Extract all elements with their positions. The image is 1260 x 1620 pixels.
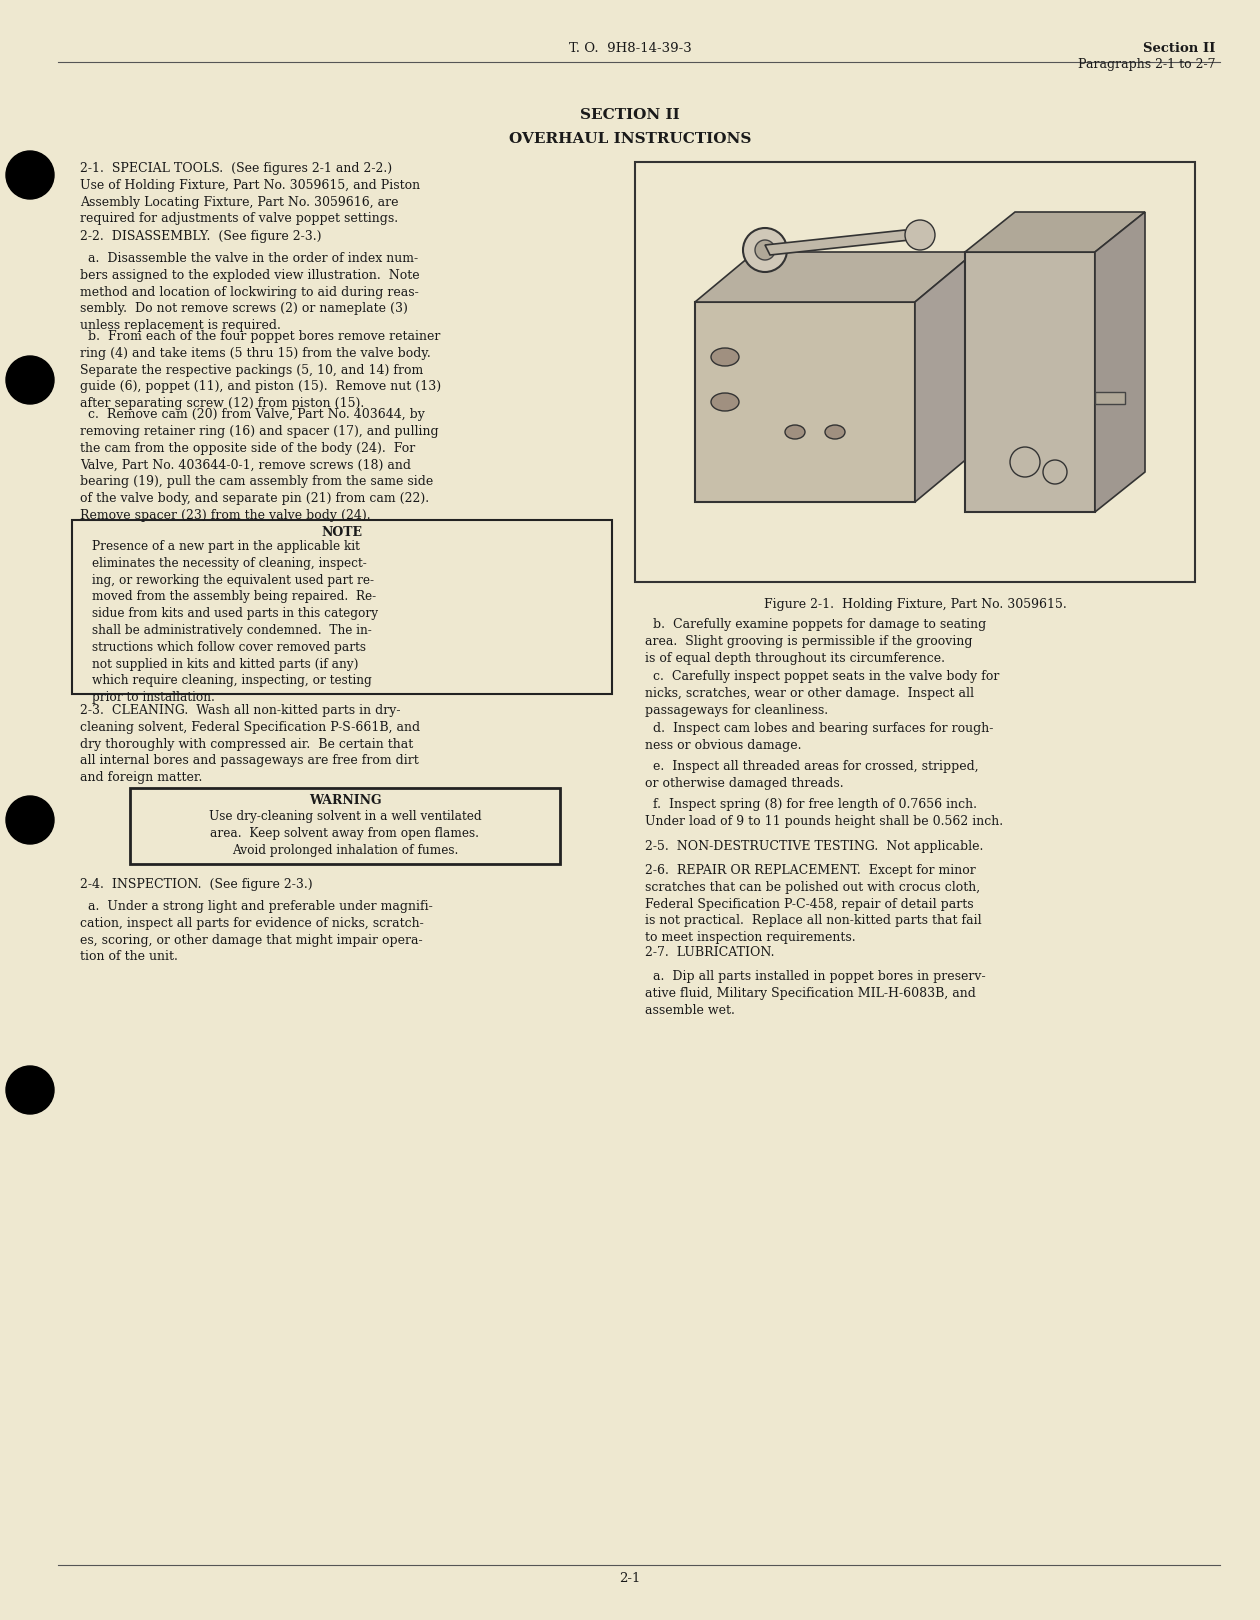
Text: a.  Dip all parts installed in poppet bores in preserv-
ative fluid, Military Sp: a. Dip all parts installed in poppet bor… <box>645 970 985 1017</box>
Bar <box>965 253 1095 512</box>
Text: a.  Disassemble the valve in the order of index num-
bers assigned to the explod: a. Disassemble the valve in the order of… <box>79 253 420 332</box>
Text: Use dry-cleaning solvent in a well ventilated
area.  Keep solvent away from open: Use dry-cleaning solvent in a well venti… <box>209 810 481 857</box>
Circle shape <box>6 795 54 844</box>
Circle shape <box>6 1066 54 1115</box>
Polygon shape <box>1095 212 1145 512</box>
Text: 2-2.  DISASSEMBLY.  (See figure 2-3.): 2-2. DISASSEMBLY. (See figure 2-3.) <box>79 230 321 243</box>
Text: 2-3.  CLEANING.  Wash all non-kitted parts in dry-
cleaning solvent, Federal Spe: 2-3. CLEANING. Wash all non-kitted parts… <box>79 705 420 784</box>
Polygon shape <box>696 253 975 301</box>
Bar <box>72 520 612 693</box>
Ellipse shape <box>711 348 740 366</box>
Text: c.  Carefully inspect poppet seats in the valve body for
nicks, scratches, wear : c. Carefully inspect poppet seats in the… <box>645 671 999 716</box>
Circle shape <box>6 151 54 199</box>
Text: T. O.  9H8-14-39-3: T. O. 9H8-14-39-3 <box>568 42 692 55</box>
Text: a.  Under a strong light and preferable under magnifi-
cation, inspect all parts: a. Under a strong light and preferable u… <box>79 901 432 964</box>
Ellipse shape <box>711 394 740 411</box>
Bar <box>696 301 915 502</box>
Text: SECTION II: SECTION II <box>580 109 680 122</box>
Text: b.  From each of the four poppet bores remove retainer
ring (4) and take items (: b. From each of the four poppet bores re… <box>79 330 441 410</box>
Circle shape <box>755 240 775 259</box>
Text: 2-4.  INSPECTION.  (See figure 2-3.): 2-4. INSPECTION. (See figure 2-3.) <box>79 878 312 891</box>
Text: 2-5.  NON-DESTRUCTIVE TESTING.  Not applicable.: 2-5. NON-DESTRUCTIVE TESTING. Not applic… <box>645 841 983 854</box>
Ellipse shape <box>785 424 805 439</box>
Text: Figure 2-1.  Holding Fixture, Part No. 3059615.: Figure 2-1. Holding Fixture, Part No. 30… <box>764 598 1066 611</box>
Text: 2-1: 2-1 <box>620 1571 640 1584</box>
Text: WARNING: WARNING <box>309 794 382 807</box>
Circle shape <box>6 356 54 403</box>
Text: Presence of a new part in the applicable kit
eliminates the necessity of cleanin: Presence of a new part in the applicable… <box>92 539 378 705</box>
Bar <box>130 787 559 863</box>
Circle shape <box>1043 460 1067 484</box>
Circle shape <box>743 228 788 272</box>
Text: d.  Inspect cam lobes and bearing surfaces for rough-
ness or obvious damage.: d. Inspect cam lobes and bearing surface… <box>645 723 993 752</box>
Bar <box>635 162 1194 582</box>
Text: 2-1.  SPECIAL TOOLS.  (See figures 2-1 and 2-2.)
Use of Holding Fixture, Part No: 2-1. SPECIAL TOOLS. (See figures 2-1 and… <box>79 162 420 225</box>
Text: NOTE: NOTE <box>321 526 363 539</box>
Ellipse shape <box>825 424 845 439</box>
Text: b.  Carefully examine poppets for damage to seating
area.  Slight grooving is pe: b. Carefully examine poppets for damage … <box>645 617 987 664</box>
Polygon shape <box>965 212 1145 253</box>
Text: 2-7.  LUBRICATION.: 2-7. LUBRICATION. <box>645 946 775 959</box>
Text: Section II: Section II <box>1143 42 1215 55</box>
Polygon shape <box>915 253 975 502</box>
Polygon shape <box>765 230 910 254</box>
Text: f.  Inspect spring (8) for free length of 0.7656 inch.
Under load of 9 to 11 pou: f. Inspect spring (8) for free length of… <box>645 799 1003 828</box>
Circle shape <box>905 220 935 249</box>
Circle shape <box>1011 447 1040 476</box>
Text: e.  Inspect all threaded areas for crossed, stripped,
or otherwise damaged threa: e. Inspect all threaded areas for crosse… <box>645 760 979 791</box>
Bar <box>1095 392 1125 403</box>
Text: Paragraphs 2-1 to 2-7: Paragraphs 2-1 to 2-7 <box>1077 58 1215 71</box>
Text: 2-6.  REPAIR OR REPLACEMENT.  Except for minor
scratches that can be polished ou: 2-6. REPAIR OR REPLACEMENT. Except for m… <box>645 863 982 944</box>
Text: c.  Remove cam (20) from Valve, Part No. 403644, by
removing retainer ring (16) : c. Remove cam (20) from Valve, Part No. … <box>79 408 438 522</box>
Text: OVERHAUL INSTRUCTIONS: OVERHAUL INSTRUCTIONS <box>509 131 751 146</box>
